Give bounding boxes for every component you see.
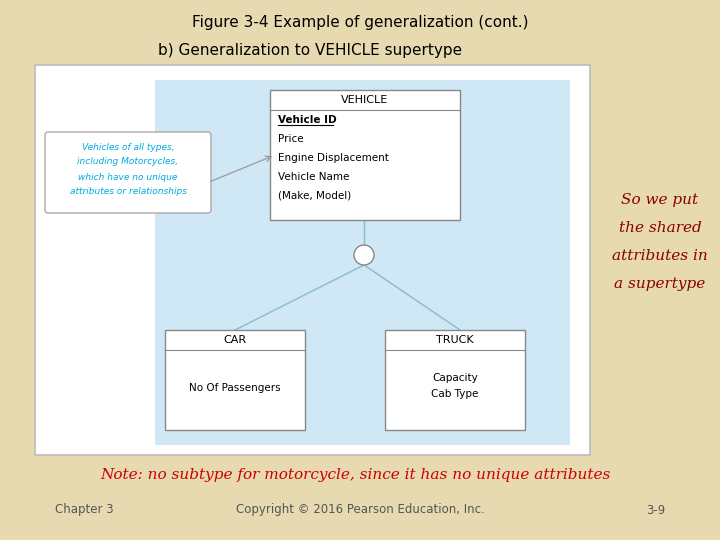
Text: Vehicles of all types,: Vehicles of all types, [81, 143, 174, 152]
Text: Chapter 3: Chapter 3 [55, 503, 114, 516]
Text: b) Generalization to VEHICLE supertype: b) Generalization to VEHICLE supertype [158, 43, 462, 57]
Text: No Of Passengers: No Of Passengers [189, 383, 281, 393]
Bar [165, 330, 305, 430]
Text: Vehicle Name: Vehicle Name [278, 172, 349, 182]
FancyBboxPatch shape [45, 132, 211, 213]
Text: Engine Displacement: Engine Displacement [278, 153, 389, 163]
Text: which have no unique: which have no unique [78, 172, 178, 181]
Bar [155, 80, 570, 445]
Text: a supertype: a supertype [614, 277, 706, 291]
Text: the shared: the shared [618, 221, 701, 235]
Text: 3-9: 3-9 [646, 503, 665, 516]
Circle shape [354, 245, 374, 265]
Bar [35, 65, 590, 455]
Bar [270, 90, 460, 220]
Text: So we put: So we put [621, 193, 698, 207]
Text: attributes in: attributes in [612, 249, 708, 263]
Text: Figure 3-4 Example of generalization (cont.): Figure 3-4 Example of generalization (co… [192, 15, 528, 30]
Text: attributes or relationships: attributes or relationships [70, 187, 186, 197]
Text: Vehicle ID: Vehicle ID [278, 115, 337, 125]
Text: Cab Type: Cab Type [431, 389, 479, 399]
Text: VEHICLE: VEHICLE [341, 95, 389, 105]
Text: Capacity: Capacity [432, 373, 478, 383]
Text: Copyright © 2016 Pearson Education, Inc.: Copyright © 2016 Pearson Education, Inc. [235, 503, 485, 516]
Bar [385, 330, 525, 430]
Text: Note: no subtype for motorcycle, since it has no unique attributes: Note: no subtype for motorcycle, since i… [100, 468, 610, 482]
Text: including Motorcycles,: including Motorcycles, [78, 158, 179, 166]
Text: Price: Price [278, 134, 304, 144]
Text: TRUCK: TRUCK [436, 335, 474, 345]
Text: CAR: CAR [223, 335, 246, 345]
Text: (Make, Model): (Make, Model) [278, 191, 351, 201]
